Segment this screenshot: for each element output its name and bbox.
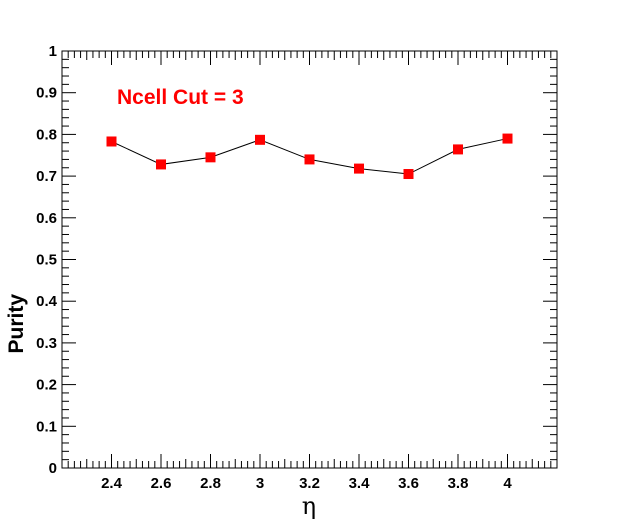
data-point (205, 152, 216, 163)
data-series (106, 133, 513, 180)
x-tick-label: 3.2 (299, 475, 320, 492)
y-tick-label: 0.8 (36, 126, 57, 143)
y-tick-label: 0.2 (36, 377, 57, 394)
axes: 0 0.1 0.2 0.3 0.4 0.5 0.6 0.7 0.8 0.9 1 2.4 2.6 2.8 3 3… (36, 43, 558, 492)
x-tick-label: 3 (256, 475, 264, 492)
data-point (354, 163, 364, 174)
data-point (304, 154, 315, 165)
y-tick-label: 0.1 (36, 418, 57, 435)
y-tick-label: 0.5 (36, 252, 57, 269)
y-tick-label: 0.3 (36, 335, 57, 352)
y-tick-label: 0.9 (36, 85, 57, 102)
x-tick-label: 3.6 (398, 475, 419, 492)
x-tick-label: 2.6 (151, 475, 172, 492)
y-tick-label: 0.4 (36, 293, 58, 310)
ncell-cut-annotation: Ncell Cut = 3 (117, 86, 244, 109)
y-axis-title: Purity (5, 294, 28, 354)
x-tick-label: 3.8 (448, 475, 469, 492)
x-axis-title: η (302, 492, 316, 520)
y-tick-label: 0.7 (36, 168, 57, 185)
y-tick-label: 0.6 (36, 210, 57, 227)
x-tick-label: 4 (503, 475, 512, 492)
data-point (156, 159, 166, 170)
data-point (502, 133, 513, 144)
x-tick-label: 2.4 (101, 475, 123, 492)
data-point (403, 169, 414, 180)
data-point (453, 144, 463, 155)
x-tick-label: 3.4 (349, 475, 371, 492)
x-tick-label: 2.8 (200, 475, 221, 492)
data-point (255, 134, 265, 145)
y-tick-label: 0 (49, 460, 57, 477)
y-tick-label: 1 (49, 43, 57, 60)
data-point (106, 136, 117, 147)
